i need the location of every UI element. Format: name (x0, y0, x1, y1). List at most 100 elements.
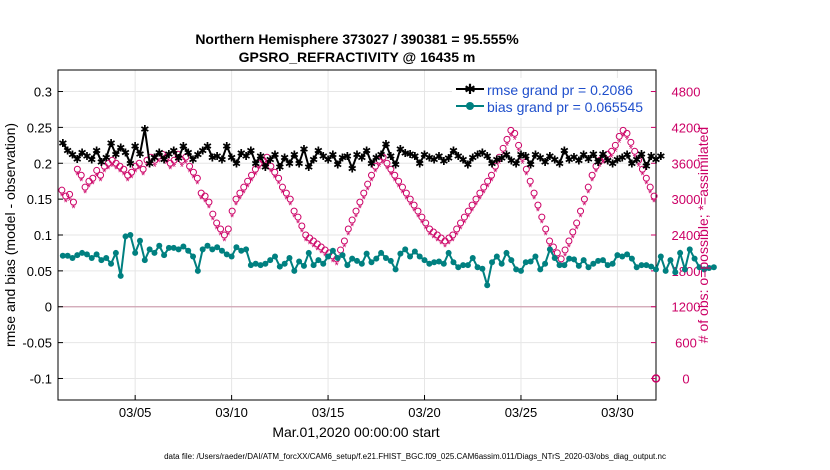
rmse-point: ✱ (507, 155, 516, 167)
rmse-point: ✱ (651, 155, 660, 167)
bias-point (190, 253, 197, 260)
obs-assimilated-point: * (369, 176, 374, 188)
y-axis-left: -0.1 -0.05 0 0.05 0.1 0.15 0.2 0.25 0.3 (22, 85, 63, 386)
bias-point (382, 254, 389, 261)
bias-point (546, 246, 553, 253)
bias-point (435, 258, 442, 265)
bias-point (426, 260, 433, 267)
bias-point (696, 264, 703, 271)
rmse-point: ✱ (217, 155, 226, 167)
rmse-point: ✱ (608, 158, 617, 170)
obs-possible-point (267, 162, 275, 170)
bias-point (431, 259, 438, 266)
bias-point (146, 246, 153, 253)
obs-possible-point (189, 168, 197, 176)
x-tick-label: 03/05 (119, 405, 152, 420)
obs-possible-point (128, 168, 136, 176)
obs-assimilated-point: * (617, 137, 622, 149)
obs-possible-point (565, 237, 573, 245)
bias-point (628, 255, 635, 262)
obs-assimilated-point: * (571, 233, 576, 245)
obs-assimilated-point: * (300, 227, 305, 239)
obs-possible-point (511, 129, 519, 137)
bias-point (421, 257, 428, 264)
rmse-point: ✱ (348, 163, 357, 175)
bias-point (368, 259, 375, 266)
bias-point (672, 269, 679, 276)
rmse-point: ✱ (473, 150, 482, 162)
obs-assimilated-point: * (156, 157, 161, 169)
bias-point (513, 266, 520, 273)
bias-point (108, 260, 115, 267)
rmse-point: ✱ (526, 160, 535, 172)
legend-box (452, 78, 650, 118)
obs-possible-point (542, 225, 550, 233)
y-tick-label: 0.15 (27, 192, 52, 207)
bias-point (595, 257, 602, 264)
rmse-point: ✱ (237, 148, 246, 160)
obs-possible-point (530, 189, 538, 197)
x-tick-label: 03/15 (312, 405, 345, 420)
obs-possible-point (480, 183, 488, 191)
rmse-point: ✱ (198, 145, 207, 157)
obs-assimilated-point: * (366, 185, 371, 197)
bias-point (378, 249, 385, 256)
obs-possible-point (460, 213, 468, 221)
bias-point (701, 266, 708, 273)
obs-assimilated-point: * (586, 188, 591, 200)
obs-assimilated-point: * (536, 206, 541, 218)
rmse-point: ✱ (487, 158, 496, 170)
obs-assimilated-point: * (149, 158, 154, 170)
bias-point (238, 247, 245, 254)
rmse-point: ✱ (560, 145, 569, 157)
rmse-point: ✱ (405, 149, 414, 161)
rmse-point: ✱ (540, 157, 549, 169)
bias-point (609, 260, 616, 267)
rmse-point: ✱ (169, 145, 178, 157)
rmse-point: ✱ (352, 150, 361, 162)
bias-point (585, 264, 592, 271)
obs-possible-point (391, 171, 399, 179)
obs-assimilated-point: * (83, 188, 88, 200)
obs-possible-point (364, 180, 372, 188)
obs-assimilated-point: * (249, 176, 254, 188)
obs-possible-point (526, 177, 534, 185)
bias-series (59, 232, 717, 289)
obs-assimilated-point: * (153, 161, 158, 173)
y2-tick-label: 0 (682, 371, 689, 386)
bias-point (489, 259, 496, 266)
rmse-point: ✱ (121, 148, 130, 160)
bias-point (165, 244, 172, 251)
bias-point (407, 253, 414, 260)
legend-rmse-marker: ✱ (464, 81, 476, 97)
bias-point (411, 248, 418, 255)
obs-assimilated-point: * (211, 215, 216, 227)
x-tick-label: 03/20 (408, 405, 441, 420)
obs-assimilated-point: * (195, 179, 200, 191)
obs-assimilated-point: * (540, 218, 545, 230)
y2-tick-label: 600 (675, 336, 697, 351)
obs-assimilated-point: * (280, 188, 285, 200)
obs-assimilated-point: * (544, 230, 549, 242)
bias-point (243, 246, 250, 253)
obs-possible-point (422, 219, 430, 227)
obs-assimilated-point: * (133, 167, 138, 179)
obs-possible-point (213, 219, 221, 227)
obs-assimilated-point: * (203, 197, 208, 209)
obs-possible-point (282, 189, 290, 197)
obs-assimilated-point: * (400, 188, 405, 200)
rmse-point: ✱ (270, 150, 279, 162)
rmse-point: ✱ (256, 151, 265, 163)
obs-possible-point (278, 183, 286, 191)
obs-assimilated-point: * (98, 176, 103, 188)
obs-assimilated-point: * (311, 242, 316, 254)
obs-possible-point (170, 156, 178, 164)
rmse-point: ✱ (439, 156, 448, 168)
bias-point (469, 254, 476, 261)
rmse-point: ✱ (396, 144, 405, 156)
obs-assimilated-point: * (594, 167, 599, 179)
rmse-point: ✱ (362, 145, 371, 157)
bias-point (214, 244, 221, 251)
legend-rmse-label: rmse grand pr = 0.2086 (487, 82, 633, 98)
